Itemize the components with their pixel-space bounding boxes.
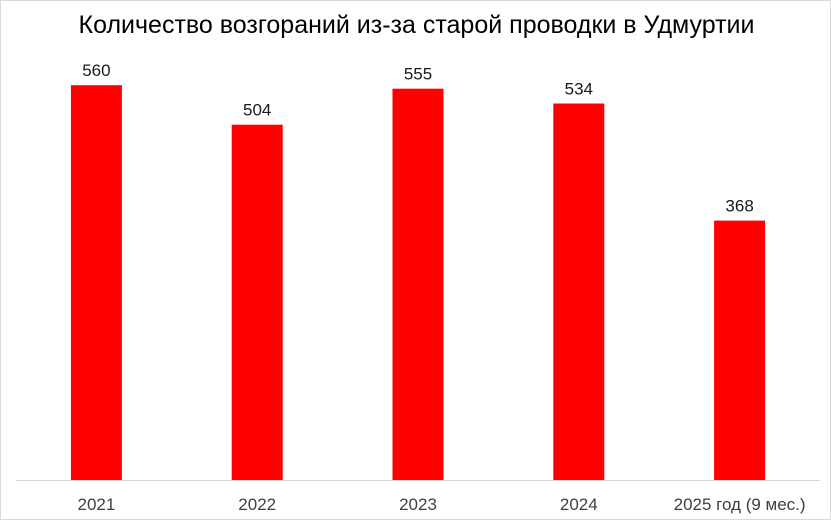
data-label-2024: 534 xyxy=(565,80,593,99)
data-label-2023: 555 xyxy=(404,65,432,84)
data-label-2021: 560 xyxy=(82,61,110,80)
x-tick-label-2025: 2025 год (9 мес.) xyxy=(674,495,806,514)
data-label-2025: 368 xyxy=(725,197,753,216)
bars-layer xyxy=(70,85,766,480)
x-tick-label-2024: 2024 xyxy=(560,495,598,514)
x-tick-label-2022: 2022 xyxy=(238,495,276,514)
data-labels-layer: 560 504 555 534 368 xyxy=(82,61,754,215)
x-tick-label-2023: 2023 xyxy=(399,495,437,514)
x-tick-labels-layer: 2021 2022 2023 2024 2025 год (9 мес.) xyxy=(77,495,805,514)
bar-2024 xyxy=(553,103,605,480)
chart-title: Количество возгораний из-за старой прово… xyxy=(78,11,755,39)
bar-2025 xyxy=(714,220,766,480)
bar-2023 xyxy=(392,88,444,480)
bar-2022 xyxy=(231,124,283,480)
data-label-2022: 504 xyxy=(243,101,271,120)
x-tick-label-2021: 2021 xyxy=(77,495,115,514)
bar-2021 xyxy=(70,85,122,480)
